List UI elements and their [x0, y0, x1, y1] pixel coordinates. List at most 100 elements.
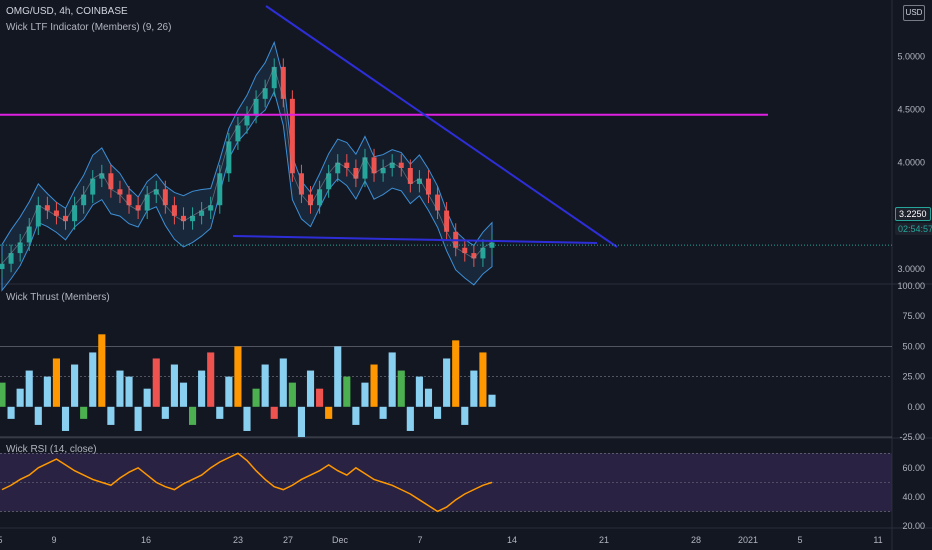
- thrust-bar: [316, 388, 324, 407]
- thrust-bar: [297, 406, 306, 437]
- candle: [180, 215, 186, 222]
- time-tick: 5: [797, 535, 802, 545]
- rsi-pane[interactable]: [0, 452, 892, 513]
- thrust-pane[interactable]: [0, 334, 892, 438]
- thrust-bar: [161, 406, 169, 419]
- thrust-bar: [134, 406, 142, 431]
- rsi-tick: 20.00: [902, 521, 925, 531]
- candle: [271, 66, 277, 89]
- candle: [471, 253, 477, 259]
- thrust-pane-title[interactable]: Wick Thrust (Members): [6, 292, 110, 303]
- thrust-bar: [52, 358, 61, 407]
- candle: [335, 162, 341, 174]
- rsi-tick: 40.00: [902, 492, 925, 502]
- candle: [480, 247, 486, 259]
- main-price-pane[interactable]: [0, 5, 892, 292]
- candle: [135, 205, 141, 211]
- thrust-bar: [461, 406, 469, 425]
- symbol-title[interactable]: OMG/USD, 4h, COINBASE: [6, 6, 128, 17]
- thrust-tick: 25.00: [902, 372, 925, 382]
- price-tick: 4.5000: [897, 104, 925, 114]
- candle: [44, 205, 50, 211]
- currency-button[interactable]: USD: [903, 5, 925, 21]
- thrust-bar: [89, 352, 97, 407]
- time-tick: 28: [691, 535, 701, 545]
- candle: [298, 173, 304, 195]
- thrust-bar: [306, 370, 315, 407]
- thrust-bar: [479, 352, 487, 407]
- candle: [99, 173, 105, 179]
- bollinger-band: [1, 40, 493, 292]
- candle: [444, 210, 450, 232]
- thrust-bar: [361, 382, 369, 407]
- time-tick: 11: [873, 535, 882, 545]
- candle: [199, 210, 205, 216]
- thrust-bar: [107, 406, 115, 425]
- candle: [280, 66, 286, 99]
- candle: [90, 178, 96, 195]
- price-tick: 4.0000: [897, 158, 925, 168]
- thrust-bar: [188, 406, 197, 425]
- thrust-bar: [470, 370, 478, 407]
- candle: [253, 98, 259, 115]
- thrust-bar: [198, 370, 206, 407]
- thrust-bar: [234, 346, 242, 407]
- thrust-bar: [370, 364, 378, 407]
- candle: [425, 178, 431, 195]
- candle: [353, 167, 359, 179]
- time-tick: 2021: [738, 535, 758, 545]
- candle: [326, 173, 332, 190]
- rsi-pane-title[interactable]: Wick RSI (14, close): [6, 444, 97, 455]
- candle: [226, 141, 232, 174]
- descending-trendline: [265, 5, 618, 248]
- thrust-bar: [452, 340, 460, 407]
- time-tick: 21: [599, 535, 609, 545]
- thrust-bar: [433, 406, 442, 419]
- thrust-tick: -25.00: [899, 432, 925, 442]
- thrust-bar: [261, 364, 269, 407]
- thrust-bar: [415, 376, 423, 407]
- thrust-bar: [34, 406, 42, 425]
- time-tick: 9: [51, 535, 56, 545]
- thrust-bar: [61, 406, 70, 431]
- thrust-bar: [379, 406, 387, 419]
- support-trendline: [232, 235, 598, 244]
- thrust-bar: [288, 382, 296, 407]
- candle: [153, 189, 159, 195]
- candle: [244, 114, 250, 126]
- thrust-bar: [80, 406, 88, 419]
- price-tick: 5.0000: [897, 51, 925, 61]
- thrust-bar: [143, 388, 151, 407]
- candle: [8, 253, 14, 264]
- candle: [416, 178, 422, 184]
- thrust-bar: [343, 376, 351, 407]
- candle: [117, 189, 123, 195]
- thrust-bar: [98, 334, 106, 407]
- time-tick: Dec: [332, 535, 349, 545]
- thrust-bar: [71, 364, 79, 407]
- candle: [362, 157, 368, 179]
- thrust-bar: [279, 358, 287, 407]
- thrust-tick: 100.00: [897, 281, 925, 291]
- candle: [162, 189, 168, 206]
- thrust-bar: [116, 370, 124, 407]
- candle: [72, 205, 78, 222]
- thrust-bar: [16, 388, 24, 407]
- candle: [0, 263, 5, 270]
- thrust-bar: [334, 346, 342, 407]
- thrust-bar: [388, 352, 396, 407]
- candle: [81, 194, 87, 206]
- time-tick: 16: [141, 535, 151, 545]
- candle: [389, 162, 395, 168]
- thrust-bar: [0, 382, 6, 407]
- candle: [217, 173, 223, 206]
- thrust-bar: [243, 406, 251, 431]
- thrust-bar: [7, 406, 15, 419]
- rsi-tick: 60.00: [902, 463, 925, 473]
- thrust-bar: [406, 406, 414, 431]
- candle: [407, 167, 413, 184]
- indicator-title[interactable]: Wick LTF Indicator (Members) (9, 26): [6, 22, 172, 33]
- candle: [171, 205, 177, 216]
- thrust-bar: [179, 382, 188, 407]
